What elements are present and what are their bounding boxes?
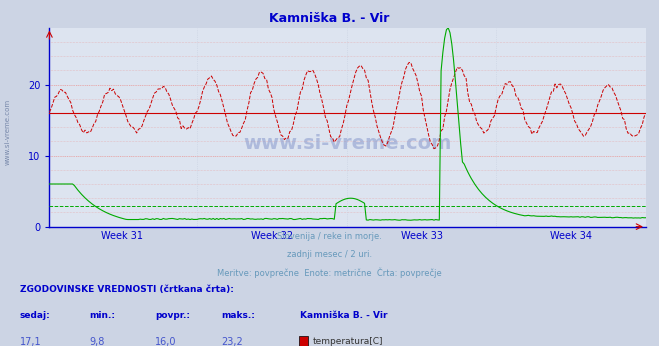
Text: 23,2: 23,2 [221,337,243,346]
Text: zadnji mesec / 2 uri.: zadnji mesec / 2 uri. [287,250,372,259]
Text: sedaj:: sedaj: [20,311,51,320]
Text: min.:: min.: [89,311,115,320]
Text: Slovenija / reke in morje.: Slovenija / reke in morje. [277,232,382,241]
Text: 9,8: 9,8 [89,337,104,346]
Text: Kamniška B. - Vir: Kamniška B. - Vir [300,311,387,320]
Text: www.si-vreme.com: www.si-vreme.com [243,134,452,153]
Text: povpr.:: povpr.: [155,311,190,320]
Text: Meritve: povprečne  Enote: metrične  Črta: povprečje: Meritve: povprečne Enote: metrične Črta:… [217,268,442,278]
Text: 16,0: 16,0 [155,337,177,346]
Text: www.si-vreme.com: www.si-vreme.com [5,98,11,165]
Text: maks.:: maks.: [221,311,254,320]
Text: temperatura[C]: temperatura[C] [313,337,384,346]
Text: 17,1: 17,1 [20,337,42,346]
Text: Kamniška B. - Vir: Kamniška B. - Vir [270,12,389,25]
Text: ZGODOVINSKE VREDNOSTI (črtkana črta):: ZGODOVINSKE VREDNOSTI (črtkana črta): [20,285,234,294]
